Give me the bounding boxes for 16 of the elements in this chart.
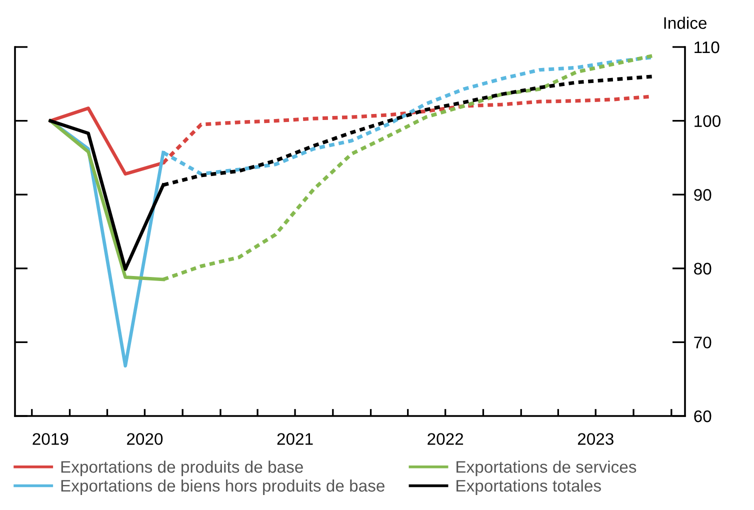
legend-label: Exportations de biens hors produits de base xyxy=(61,479,384,495)
y-tick-label: 80 xyxy=(694,262,712,275)
y-tick-label: 90 xyxy=(694,189,712,201)
y-tick-label: 60 xyxy=(694,410,712,422)
x-tick-label: 2022 xyxy=(428,433,464,445)
legend-label: Exportations de produits de base xyxy=(61,460,303,476)
x-tick-label: 2020 xyxy=(127,433,163,445)
legend-label: Exportations totales xyxy=(456,479,601,495)
x-tick-label: 2019 xyxy=(32,433,68,445)
y-tick-label: 70 xyxy=(694,336,712,348)
x-tick-label: 2023 xyxy=(578,433,614,445)
y-tick-label: 100 xyxy=(694,115,720,128)
y-axis-title: Indice xyxy=(664,16,706,29)
y-tick-label: 110 xyxy=(694,41,720,54)
x-tick-label: 2021 xyxy=(277,433,313,445)
legend-label: Exportations de services xyxy=(456,460,636,476)
